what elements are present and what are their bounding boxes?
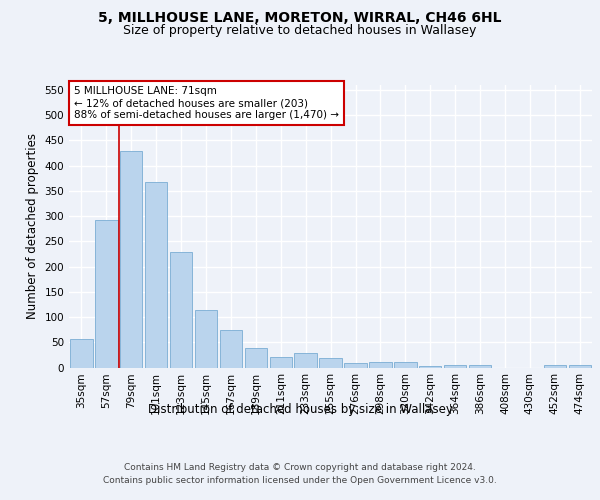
Bar: [245, 348, 267, 368]
Bar: [444, 365, 466, 368]
Bar: [469, 365, 491, 368]
Bar: [544, 366, 566, 368]
Text: 5, MILLHOUSE LANE, MORETON, WIRRAL, CH46 6HL: 5, MILLHOUSE LANE, MORETON, WIRRAL, CH46…: [98, 11, 502, 25]
Bar: [95, 220, 118, 368]
Text: Size of property relative to detached houses in Wallasey: Size of property relative to detached ho…: [124, 24, 476, 37]
Bar: [120, 150, 142, 368]
Bar: [195, 310, 217, 368]
Text: Distribution of detached houses by size in Wallasey: Distribution of detached houses by size …: [148, 402, 452, 415]
Bar: [145, 182, 167, 368]
Bar: [170, 252, 193, 368]
Bar: [569, 366, 591, 368]
Y-axis label: Number of detached properties: Number of detached properties: [26, 133, 39, 320]
Bar: [394, 362, 416, 368]
Bar: [344, 364, 367, 368]
Bar: [70, 338, 92, 368]
Bar: [419, 366, 442, 368]
Bar: [319, 358, 342, 368]
Text: Contains public sector information licensed under the Open Government Licence v3: Contains public sector information licen…: [103, 476, 497, 485]
Bar: [295, 353, 317, 368]
Bar: [220, 330, 242, 368]
Text: 5 MILLHOUSE LANE: 71sqm
← 12% of detached houses are smaller (203)
88% of semi-d: 5 MILLHOUSE LANE: 71sqm ← 12% of detache…: [74, 86, 339, 120]
Bar: [369, 362, 392, 368]
Bar: [269, 357, 292, 368]
Text: Contains HM Land Registry data © Crown copyright and database right 2024.: Contains HM Land Registry data © Crown c…: [124, 462, 476, 471]
